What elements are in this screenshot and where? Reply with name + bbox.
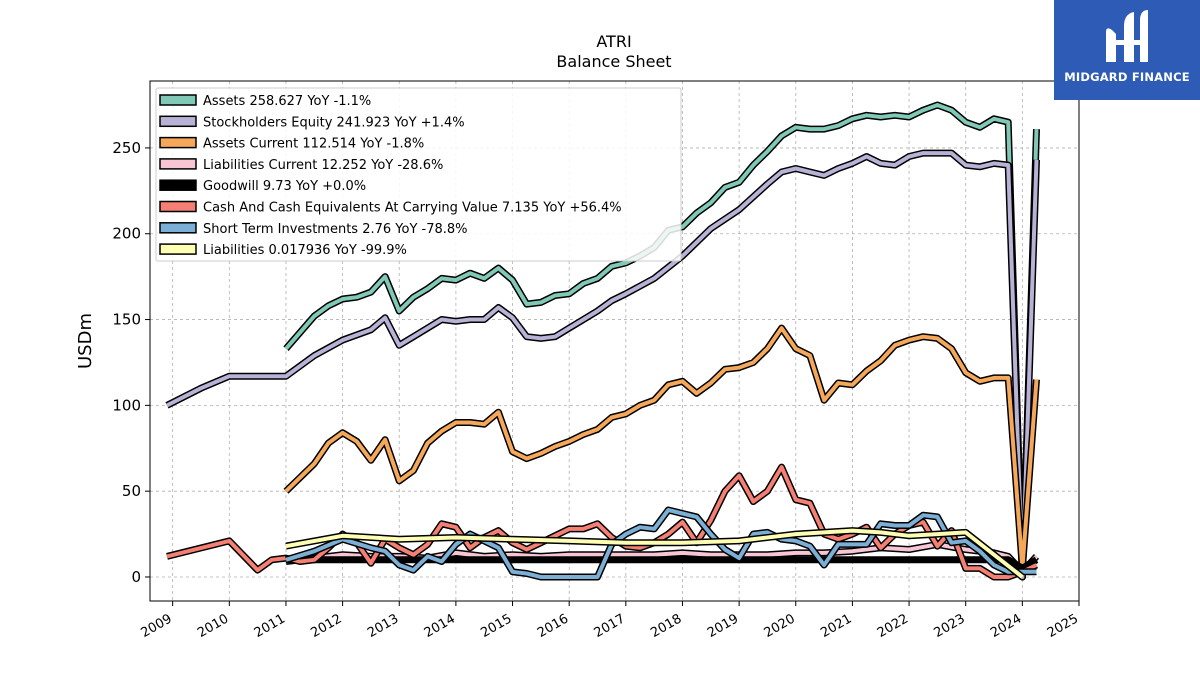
- legend-label: Short Term Investments 2.76 YoY -78.8%: [203, 222, 468, 237]
- x-tick-label: 2012: [308, 611, 344, 641]
- midgard-finance-logo: MIDGARD FINANCE: [1054, 0, 1200, 100]
- series-line-7: [285, 527, 1025, 580]
- x-tick-label: 2015: [478, 611, 514, 641]
- x-tick-label: 2010: [195, 611, 231, 641]
- series-stroke: [285, 508, 1037, 579]
- series-stroke: [285, 528, 1024, 579]
- legend-swatch: [159, 243, 197, 255]
- x-tick-label: 2009: [138, 611, 174, 641]
- y-tick-label: 0: [131, 568, 141, 586]
- series-stroke: [166, 151, 1039, 579]
- series-outline: [286, 556, 1039, 572]
- logo-brand-text: MIDGARD FINANCE: [1064, 70, 1190, 84]
- y-tick-label: 100: [112, 396, 141, 414]
- series-line-6: [284, 506, 1037, 581]
- legend-swatch: [159, 115, 197, 128]
- plot-area-frame: [149, 80, 1080, 602]
- legend[interactable]: Assets 258.627 YoY -1.1% Stockholders Equ…: [155, 87, 682, 262]
- legend-label: Liabilities 0.017936 YoY -99.9%: [203, 243, 407, 258]
- legend-box: [155, 87, 682, 262]
- legend-swatch: [159, 222, 197, 234]
- legend-swatch: [159, 136, 197, 149]
- x-tick-label: 2023: [932, 611, 968, 641]
- logo-mark-icon: [1106, 10, 1148, 62]
- series-stroke: [284, 326, 1039, 571]
- legend-label: Assets Current 112.514 YoY -1.8%: [203, 137, 424, 152]
- legend-label: Liabilities Current 12.252 YoY -28.6%: [203, 158, 443, 173]
- x-tick-label: 2022: [875, 611, 911, 641]
- legend-swatch: [159, 179, 197, 191]
- x-tick-label: 2017: [592, 611, 628, 641]
- legend-swatch: [159, 200, 197, 213]
- y-tick-label: 50: [122, 482, 141, 500]
- x-tick-label: 2016: [535, 611, 571, 641]
- y-tick-label: 250: [112, 139, 141, 157]
- x-tick-label: 2025: [1045, 611, 1081, 641]
- y-tick-label: 150: [112, 311, 141, 329]
- series-line-2: [283, 324, 1040, 572]
- legend-swatch: [159, 158, 197, 170]
- x-tick-label: 2018: [648, 611, 684, 641]
- x-tick-label: 2011: [252, 611, 288, 641]
- series-stroke: [166, 465, 1038, 579]
- legend-swatch: [159, 94, 197, 106]
- x-tick-label: 2021: [818, 611, 854, 641]
- x-tick-label: 2020: [762, 611, 798, 641]
- x-axis-ticks: 2009 2010 2011 2012 2013 2014 2015 2016 2017 2018…: [138, 601, 1081, 641]
- y-axis-label: USDm: [75, 313, 96, 369]
- x-tick-label: 2013: [365, 611, 401, 641]
- chart-subtitle: Balance Sheet: [556, 52, 671, 71]
- series-line-4: [286, 556, 1039, 572]
- legend-label: Stockholders Equity 241.923 YoY +1.4%: [203, 115, 465, 130]
- y-tick-label: 200: [112, 225, 141, 243]
- x-tick-label: 2019: [705, 611, 741, 641]
- x-tick-label: 2014: [422, 611, 458, 641]
- legend-label: Assets 258.627 YoY -1.1%: [203, 94, 371, 109]
- series-line-5: [166, 463, 1039, 581]
- chart-title: ATRI: [596, 32, 631, 51]
- legend-label: Cash And Cash Equivalents At Carrying Va…: [203, 201, 622, 216]
- series-line-1: [165, 149, 1040, 581]
- x-tick-label: 2024: [988, 611, 1024, 641]
- y-axis-ticks: 0 50 100 150 200 250: [112, 139, 150, 586]
- legend-label: Goodwill 9.73 YoY +0.0%: [203, 179, 366, 194]
